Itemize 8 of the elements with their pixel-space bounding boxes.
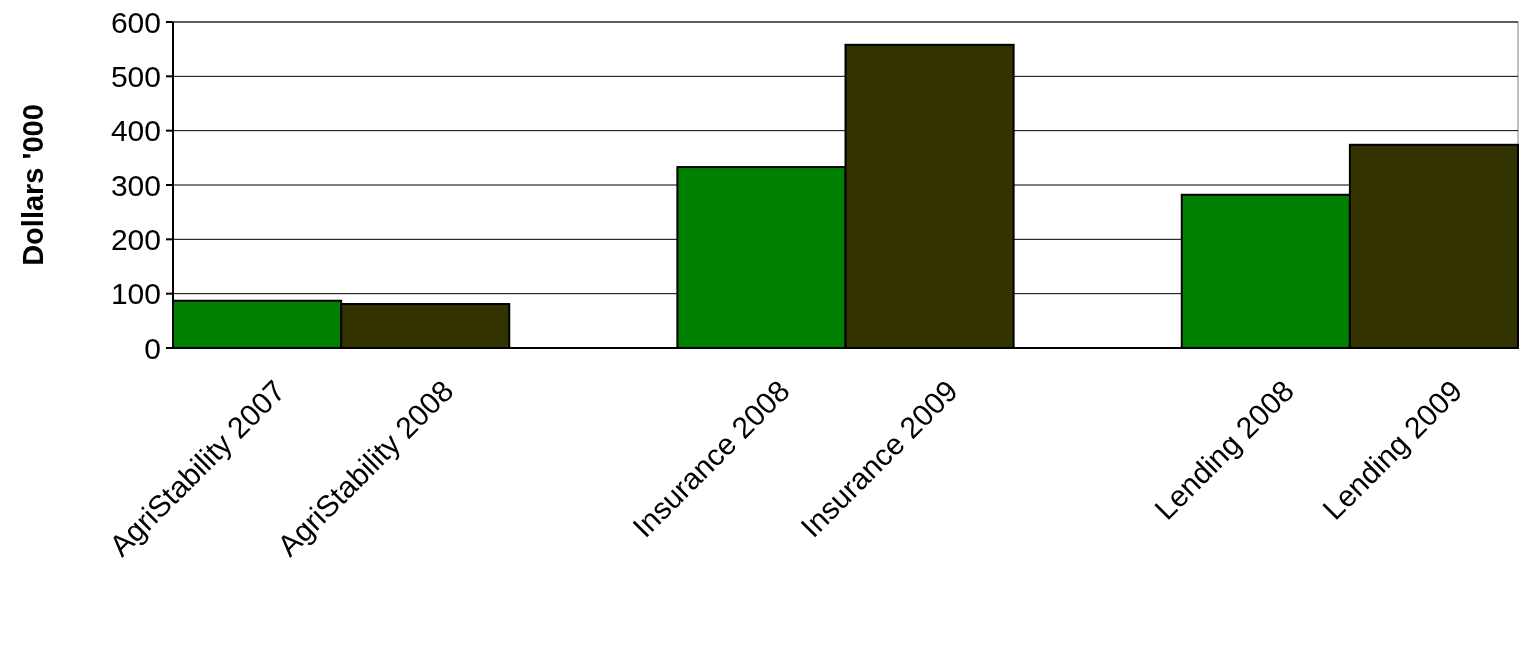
y-tick-label: 0: [144, 331, 161, 365]
y-tick-label: 400: [110, 114, 161, 148]
y-axis-title: Dollars '000: [17, 104, 49, 266]
y-tick-label: 200: [110, 222, 161, 256]
y-tick-label: 600: [110, 5, 161, 39]
y-tick-label: 100: [110, 277, 161, 311]
y-tick-label: 500: [110, 59, 161, 93]
y-tick-label: 300: [110, 168, 161, 202]
